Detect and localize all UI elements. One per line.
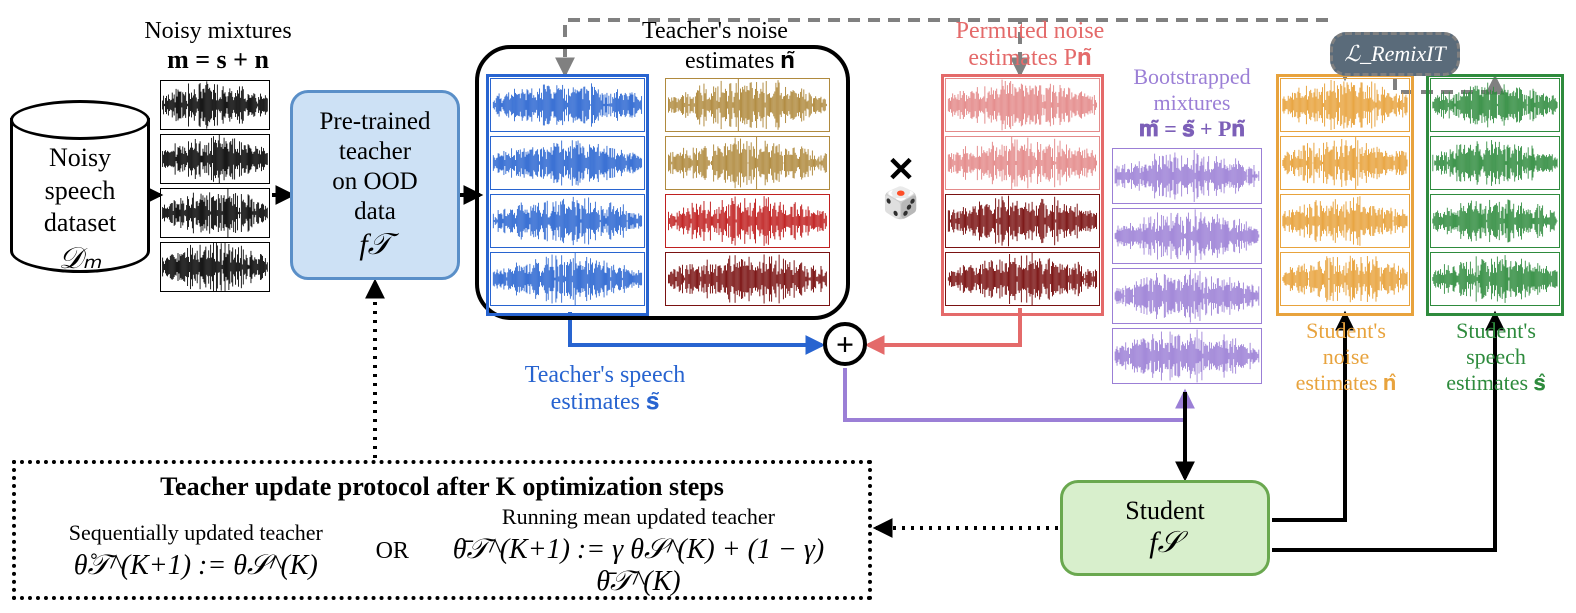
teacher-speech-stack xyxy=(490,78,645,310)
teacher-speech-title: Teacher's speech estimates 𝐬̃ xyxy=(475,362,735,416)
student-l2: f𝒮 xyxy=(1125,526,1204,560)
student-speech-title: Student's speech estimates 𝐬̂ xyxy=(1426,318,1566,396)
teacher-l2: teacher xyxy=(319,137,430,167)
waveform-row xyxy=(1112,148,1262,204)
waveform-row xyxy=(490,78,645,132)
ss-t2: speech xyxy=(1426,344,1566,370)
waveform-row xyxy=(1430,194,1560,248)
waveform-row xyxy=(160,188,270,238)
teacher-noise-t2: estimates 𝐧̃ xyxy=(685,48,795,74)
shuffle-dice-icon: ✕ 🎲 xyxy=(866,150,936,221)
formula-or: OR xyxy=(362,538,423,565)
noisy-mixtures-stack xyxy=(160,80,270,296)
waveform-row xyxy=(945,78,1100,132)
loss-badge: ℒ_RemixIT xyxy=(1330,32,1460,76)
teacher-block: Pre-trained teacher on OOD data f𝒯 xyxy=(290,90,460,280)
waveform-row xyxy=(665,194,830,248)
noisy-mixtures-eq: m = s + n xyxy=(118,45,318,75)
permuted-t2: estimates P𝐧̃ xyxy=(920,45,1140,72)
permuted-title: Permuted noise estimates P𝐧̃ xyxy=(920,18,1140,72)
ss-t1: Student's xyxy=(1426,318,1566,344)
student-noise-stack xyxy=(1280,78,1410,310)
bootstrapped-stack xyxy=(1112,148,1262,388)
student-block: Student f𝒮 xyxy=(1060,480,1270,576)
loss-text: ℒ_RemixIT xyxy=(1344,41,1445,67)
formula-right-label: Running mean updated teacher xyxy=(423,504,854,530)
student-noise-title: Student's noise estimates 𝐧̂ xyxy=(1276,318,1416,396)
sn-t1: Student's xyxy=(1276,318,1416,344)
teacher-speech-t2: estimates 𝐬̃ xyxy=(475,389,735,416)
teacher-update-box: Teacher update protocol after K optimiza… xyxy=(12,460,872,600)
waveform-row xyxy=(665,136,830,190)
diagram-stage: Noisy speech dataset 𝒟ₘ Noisy mixtures m… xyxy=(0,0,1576,613)
db-line4: 𝒟ₘ xyxy=(10,240,150,278)
waveform-row xyxy=(160,134,270,184)
formula-right-eq: θ̄𝒯^(K+1) := γ θ𝒮^(K) + (1 − γ) θ̄𝒯^(K) xyxy=(423,534,854,598)
ss-t3: estimates 𝐬̂ xyxy=(1426,370,1566,396)
teacher-noise-stack xyxy=(665,78,830,310)
formula-title: Teacher update protocol after K optimiza… xyxy=(30,472,854,502)
boot-t1: Bootstrapped xyxy=(1112,64,1272,90)
boot-title: Bootstrapped mixtures 𝐦̃ = 𝐬̃ + P𝐧̃ xyxy=(1112,64,1272,142)
waveform-row xyxy=(945,194,1100,248)
waveform-row xyxy=(1430,136,1560,190)
teacher-l1: Pre-trained xyxy=(319,107,430,137)
noisy-mixtures-title: Noisy mixtures m = s + n xyxy=(118,18,318,75)
sn-t3: estimates 𝐧̂ xyxy=(1276,370,1416,396)
teacher-l3: on OOD xyxy=(319,167,430,197)
db-line2: speech xyxy=(10,175,150,208)
teacher-noise-t1: Teacher's noise xyxy=(642,18,788,44)
db-line3: dataset xyxy=(10,207,150,240)
teacher-noise-title: Teacher's noise xyxy=(585,18,845,45)
waveform-row xyxy=(160,242,270,292)
db-line1: Noisy xyxy=(10,142,150,175)
waveform-row xyxy=(945,252,1100,306)
waveform-row xyxy=(665,78,830,132)
noisy-mixtures-text: Noisy mixtures xyxy=(118,18,318,45)
waveform-row xyxy=(1112,208,1262,264)
waveform-row xyxy=(1112,328,1262,384)
teacher-l4: data xyxy=(319,197,430,227)
permuted-t1: Permuted noise xyxy=(920,18,1140,45)
teacher-speech-t1: Teacher's speech xyxy=(475,362,735,389)
waveform-row xyxy=(1280,194,1410,248)
waveform-row xyxy=(1430,78,1560,132)
boot-eq: 𝐦̃ = 𝐬̃ + P𝐧̃ xyxy=(1112,116,1272,142)
teacher-noise-title2: estimates 𝐧̃ xyxy=(645,48,835,75)
waveform-row xyxy=(1280,136,1410,190)
waveform-row xyxy=(1280,252,1410,306)
teacher-l5: f𝒯 xyxy=(319,227,430,263)
permuted-stack xyxy=(945,78,1100,310)
student-l1: Student xyxy=(1125,496,1204,526)
waveform-row xyxy=(665,252,830,306)
waveform-row xyxy=(160,80,270,130)
sn-t2: noise xyxy=(1276,344,1416,370)
plus-circle-icon: + xyxy=(823,322,867,366)
noisy-dataset-db: Noisy speech dataset 𝒟ₘ xyxy=(10,90,150,290)
waveform-row xyxy=(945,136,1100,190)
boot-t2: mixtures xyxy=(1112,90,1272,116)
formula-left-eq: θ̊𝒯^(K+1) := θ𝒮^(K) xyxy=(30,550,362,582)
student-speech-stack xyxy=(1430,78,1560,310)
formula-left-label: Sequentially updated teacher xyxy=(30,520,362,546)
waveform-row xyxy=(1430,252,1560,306)
waveform-row xyxy=(490,252,645,306)
waveform-row xyxy=(1112,268,1262,324)
waveform-row xyxy=(490,136,645,190)
waveform-row xyxy=(1280,78,1410,132)
waveform-row xyxy=(490,194,645,248)
